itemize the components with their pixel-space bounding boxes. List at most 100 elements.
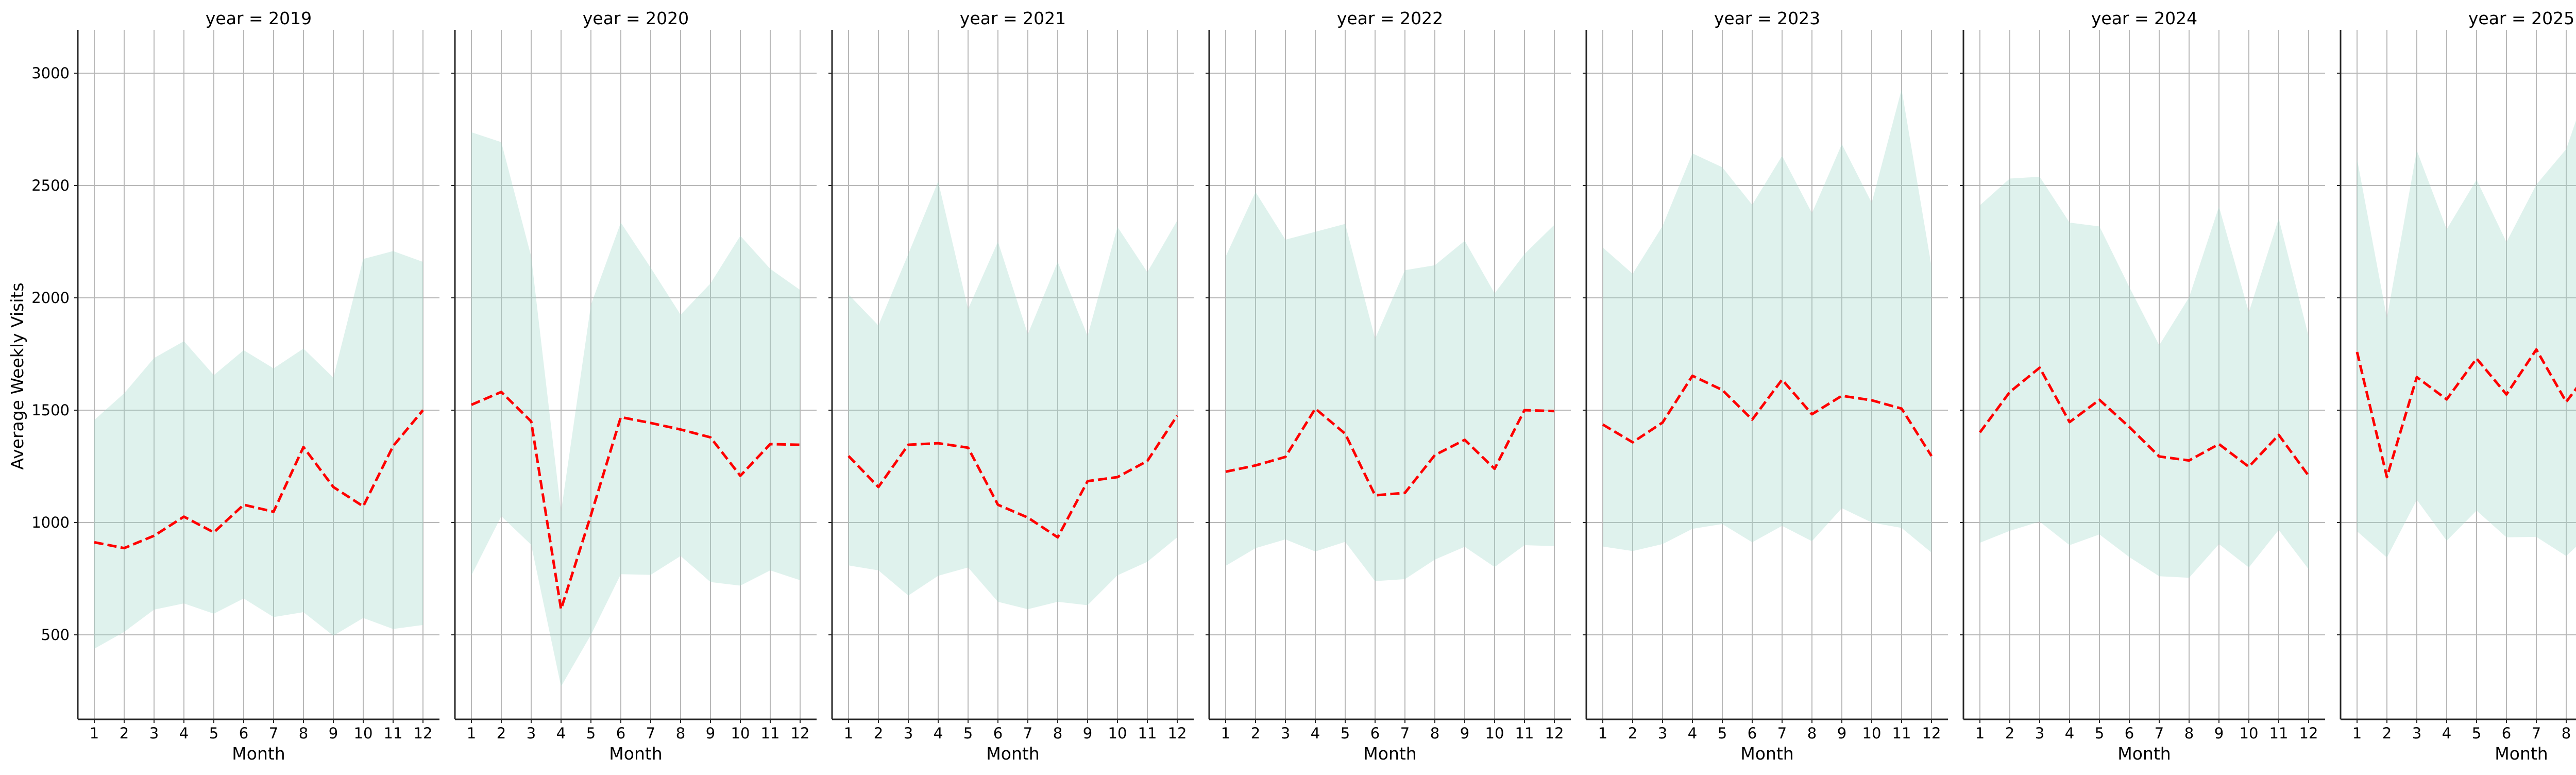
x-tick-label: 12 xyxy=(1922,725,1941,742)
x-tick-label: 10 xyxy=(1108,725,1127,742)
x-tick-label: 1 xyxy=(1598,725,1607,742)
facet-title: year = 2019 xyxy=(206,8,312,28)
x-tick-label: 7 xyxy=(2532,725,2541,742)
x-tick-label: 8 xyxy=(676,725,685,742)
x-tick-label: 8 xyxy=(1053,725,1062,742)
y-tick-label: 500 xyxy=(41,626,70,644)
x-tick-label: 2 xyxy=(497,725,506,742)
x-tick-label: 4 xyxy=(2442,725,2451,742)
x-axis-label: Month xyxy=(1363,744,1416,764)
facet-title: year = 2023 xyxy=(1714,8,1820,28)
x-tick-label: 4 xyxy=(1311,725,1320,742)
x-tick-label: 10 xyxy=(1485,725,1504,742)
x-tick-label: 5 xyxy=(586,725,596,742)
percentile-band xyxy=(2357,120,2576,558)
x-tick-label: 9 xyxy=(706,725,715,742)
median-line xyxy=(1602,374,1933,457)
percentile-band xyxy=(94,251,423,649)
median-line xyxy=(471,391,801,611)
x-tick-label: 6 xyxy=(1370,725,1380,742)
x-axis-label: Month xyxy=(232,744,285,764)
y-tick-label: 2000 xyxy=(31,289,70,307)
x-tick-label: 4 xyxy=(2065,725,2074,742)
facet-title: year = 2021 xyxy=(960,8,1066,28)
x-tick-label: 11 xyxy=(384,725,403,742)
x-tick-label: 3 xyxy=(2035,725,2044,742)
x-tick-label: 1 xyxy=(844,725,853,742)
facet-title: year = 2025 xyxy=(2468,8,2574,28)
x-tick-label: 5 xyxy=(209,725,218,742)
x-tick-label: 7 xyxy=(2155,725,2164,742)
percentile-band xyxy=(849,181,1177,610)
x-tick-label: 7 xyxy=(1023,725,1032,742)
x-tick-label: 7 xyxy=(269,725,278,742)
x-tick-label: 1 xyxy=(1221,725,1230,742)
y-tick-label: 2500 xyxy=(31,177,70,194)
x-tick-label: 5 xyxy=(2095,725,2104,742)
x-tick-label: 12 xyxy=(1168,725,1187,742)
x-axis-label: Month xyxy=(1740,744,1793,764)
median-line xyxy=(1978,366,2310,477)
x-tick-label: 1 xyxy=(1975,725,1985,742)
x-tick-label: 3 xyxy=(1281,725,1290,742)
x-tick-label: 12 xyxy=(1545,725,1564,742)
x-tick-label: 11 xyxy=(1138,725,1157,742)
facet-title: year = 2024 xyxy=(2091,8,2197,28)
x-tick-label: 9 xyxy=(2214,725,2224,742)
x-tick-label: 12 xyxy=(2299,725,2318,742)
x-tick-label: 3 xyxy=(527,725,536,742)
x-tick-label: 3 xyxy=(149,725,159,742)
x-tick-label: 9 xyxy=(1837,725,1846,742)
x-tick-label: 3 xyxy=(2412,725,2421,742)
percentile-band xyxy=(1226,192,1554,581)
x-axis-label: Month xyxy=(609,744,662,764)
y-axis-label: Average Weekly Visits xyxy=(7,282,27,469)
x-tick-label: 3 xyxy=(1658,725,1667,742)
x-tick-label: 4 xyxy=(1688,725,1697,742)
median-line xyxy=(848,415,1179,539)
x-tick-label: 4 xyxy=(556,725,566,742)
x-axis-label: Month xyxy=(2495,744,2548,764)
x-tick-label: 8 xyxy=(2562,725,2571,742)
x-tick-label: 8 xyxy=(1807,725,1817,742)
x-tick-label: 6 xyxy=(1748,725,1757,742)
x-tick-label: 10 xyxy=(1862,725,1882,742)
x-tick-label: 11 xyxy=(761,725,780,742)
percentile-band xyxy=(1980,176,2309,578)
x-tick-label: 11 xyxy=(1892,725,1911,742)
x-tick-label: 6 xyxy=(2125,725,2134,742)
x-tick-label: 5 xyxy=(2472,725,2481,742)
y-tick-label: 1500 xyxy=(31,401,70,419)
x-tick-label: 2 xyxy=(1251,725,1260,742)
x-tick-label: 2 xyxy=(2382,725,2392,742)
x-tick-label: 12 xyxy=(414,725,433,742)
x-tick-label: 2 xyxy=(2005,725,2014,742)
x-tick-label: 8 xyxy=(299,725,308,742)
percentile-band xyxy=(471,132,800,687)
median-line xyxy=(2355,348,2576,479)
x-tick-label: 10 xyxy=(2240,725,2259,742)
x-tick-label: 5 xyxy=(1341,725,1350,742)
x-tick-label: 9 xyxy=(1083,725,1092,742)
x-tick-label: 5 xyxy=(1718,725,1727,742)
x-tick-label: 7 xyxy=(1777,725,1787,742)
median-line xyxy=(1225,407,1555,497)
x-tick-label: 1 xyxy=(90,725,99,742)
x-tick-label: 4 xyxy=(934,725,943,742)
x-tick-label: 4 xyxy=(179,725,189,742)
x-axis-label: Month xyxy=(2117,744,2171,764)
x-tick-label: 2 xyxy=(874,725,883,742)
x-tick-label: 5 xyxy=(963,725,973,742)
x-tick-label: 9 xyxy=(329,725,338,742)
x-tick-label: 2 xyxy=(1628,725,1637,742)
x-tick-label: 12 xyxy=(791,725,810,742)
